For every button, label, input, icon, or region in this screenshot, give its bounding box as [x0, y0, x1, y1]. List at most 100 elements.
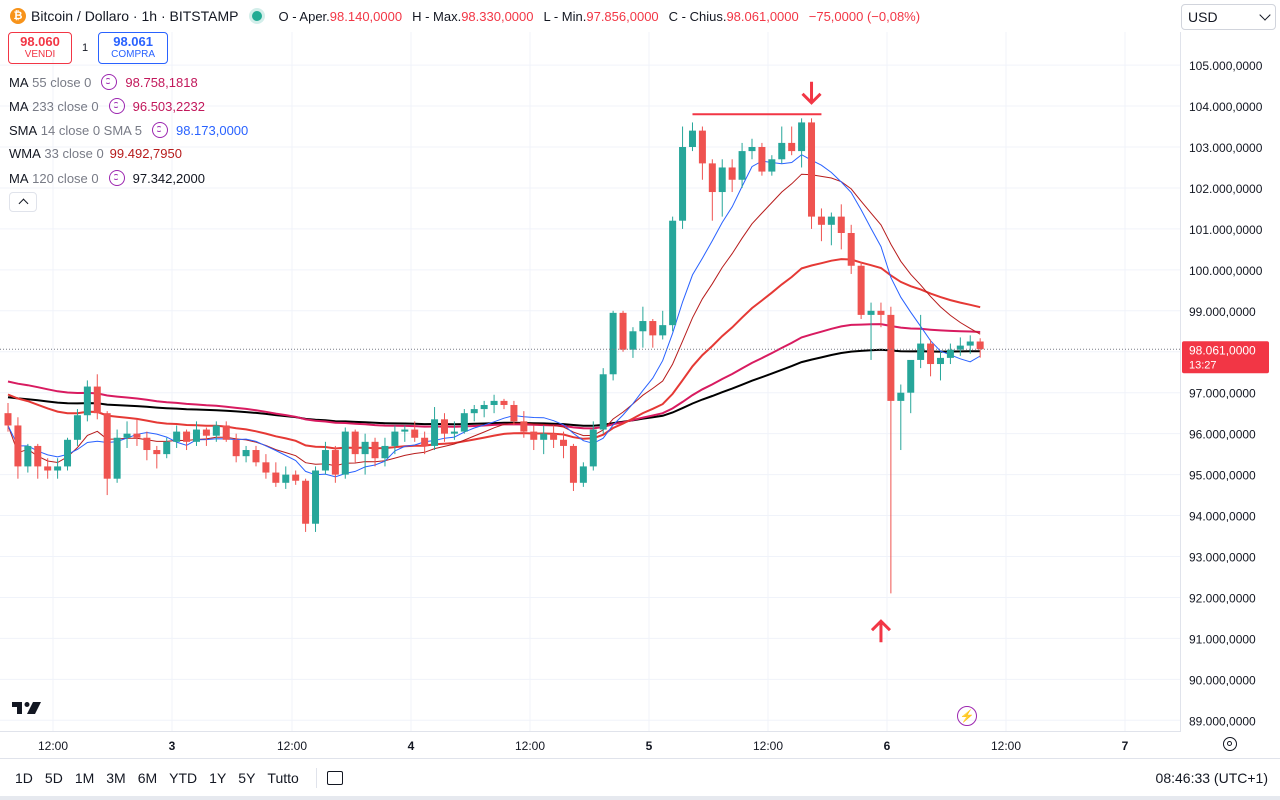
candle-body[interactable] [212, 425, 220, 436]
candle-body[interactable] [738, 151, 746, 180]
candle-body[interactable] [34, 445, 42, 467]
candle-body[interactable] [73, 415, 81, 440]
timeframe-all[interactable]: Tutto [267, 770, 299, 786]
candle-body[interactable] [242, 450, 250, 457]
candle-body[interactable] [897, 392, 905, 401]
timeframe-6m[interactable]: 6M [137, 770, 158, 786]
timeframe-5d[interactable]: 5D [44, 770, 63, 786]
candle-body[interactable] [520, 421, 528, 432]
candle-body[interactable] [123, 433, 131, 438]
candle-body[interactable] [183, 431, 191, 442]
candle-body[interactable] [728, 167, 736, 180]
candle-body[interactable] [560, 439, 568, 446]
indicator-ma120[interactable]: MA 120 close 0 97.342,2000 [9, 170, 205, 186]
candle-body[interactable] [817, 216, 825, 225]
candle-body[interactable] [252, 450, 260, 463]
candle-body[interactable] [232, 439, 240, 457]
collapse-legend-button[interactable] [9, 192, 37, 212]
candle-body[interactable] [44, 466, 52, 471]
candle-body[interactable] [778, 142, 786, 160]
candle-body[interactable] [867, 310, 875, 315]
candle-body[interactable] [83, 386, 91, 416]
candle-body[interactable] [857, 265, 865, 315]
candle-body[interactable] [401, 429, 409, 432]
candle-body[interactable] [331, 450, 339, 475]
candle-body[interactable] [927, 343, 935, 365]
candle-body[interactable] [688, 130, 696, 147]
candle-body[interactable] [599, 374, 607, 430]
candle-body[interactable] [649, 321, 657, 336]
candle-body[interactable] [421, 437, 429, 446]
candle-body[interactable] [4, 413, 12, 426]
indicator-sma14[interactable]: SMA 14 close 0 SMA 5 98.173,0000 [9, 122, 248, 138]
timeframe-5y[interactable]: 5Y [238, 770, 256, 786]
candle-body[interactable] [173, 431, 181, 442]
candle-body[interactable] [589, 429, 597, 467]
candle-body[interactable] [262, 462, 270, 473]
candle-body[interactable] [946, 349, 954, 358]
candle-body[interactable] [569, 445, 577, 483]
candle-body[interactable] [808, 122, 816, 217]
candle-body[interactable] [530, 431, 538, 440]
indicator-ma55[interactable]: MA 55 close 0 98.758,1818 [9, 74, 198, 90]
candle-body[interactable] [768, 159, 776, 172]
candle-body[interactable] [500, 400, 508, 405]
candle-body[interactable] [411, 429, 419, 438]
timeframe-1m[interactable]: 1M [74, 770, 95, 786]
candle-body[interactable] [540, 433, 548, 440]
timeframe-1y[interactable]: 1Y [209, 770, 227, 786]
candle-body[interactable] [93, 386, 101, 414]
candle-body[interactable] [480, 404, 488, 410]
tradingview-logo[interactable] [12, 700, 44, 721]
buy-button[interactable]: 98.061 COMPRA [98, 32, 169, 64]
candle-body[interactable] [163, 441, 171, 455]
candle-body[interactable] [490, 400, 498, 405]
candle-body[interactable] [113, 437, 121, 479]
candle-body[interactable] [698, 130, 706, 164]
candle-body[interactable] [202, 429, 210, 436]
candle-body[interactable] [917, 343, 925, 360]
candle-body[interactable] [788, 142, 796, 152]
candle-body[interactable] [282, 474, 290, 483]
candle-body[interactable] [371, 441, 379, 459]
candle-body[interactable] [24, 445, 32, 467]
candle-body[interactable] [321, 450, 329, 471]
time-axis[interactable]: 12:00 3 12:00 4 12:00 5 12:00 6 12:00 7 [0, 731, 1180, 759]
candle-body[interactable] [351, 431, 359, 455]
candle-body[interactable] [718, 167, 726, 193]
candle-body[interactable] [312, 470, 320, 524]
candle-body[interactable] [381, 445, 389, 459]
candle-body[interactable] [708, 163, 716, 193]
candle-body[interactable] [103, 413, 111, 479]
candle-body[interactable] [847, 232, 855, 266]
candle-body[interactable] [550, 433, 558, 440]
timeframe-ytd[interactable]: YTD [169, 770, 198, 786]
candle-body[interactable] [153, 450, 161, 455]
candle-body[interactable] [679, 147, 687, 221]
indicator-wma33[interactable]: WMA 33 close 0 99.492,7950 [9, 146, 182, 161]
candle-body[interactable] [14, 425, 22, 467]
candle-body[interactable] [302, 480, 310, 524]
candle-body[interactable] [143, 437, 151, 451]
candle-body[interactable] [659, 325, 667, 336]
candle-body[interactable] [431, 419, 439, 446]
candle-body[interactable] [877, 310, 885, 315]
candle-body[interactable] [936, 357, 944, 365]
candle-body[interactable] [827, 216, 835, 225]
candle-body[interactable] [391, 431, 399, 446]
timeframe-3m[interactable]: 3M [106, 770, 126, 786]
candle-body[interactable] [222, 425, 230, 440]
candle-body[interactable] [748, 147, 756, 152]
settings-gear-icon[interactable] [1223, 737, 1237, 751]
candle-body[interactable] [609, 312, 617, 375]
candle-body[interactable] [361, 441, 369, 455]
candle-body[interactable] [133, 433, 141, 438]
candle-body[interactable] [341, 431, 349, 475]
price-axis[interactable]: 105.000,0000 104.000,0000 103.000,0000 102.… [1180, 32, 1280, 732]
candle-body[interactable] [54, 466, 62, 471]
candle-body[interactable] [639, 321, 647, 332]
candle-body[interactable] [470, 409, 478, 414]
candle-body[interactable] [966, 341, 974, 346]
indicator-ma233[interactable]: MA 233 close 0 96.503,2232 [9, 98, 205, 114]
candle-body[interactable] [440, 419, 448, 434]
